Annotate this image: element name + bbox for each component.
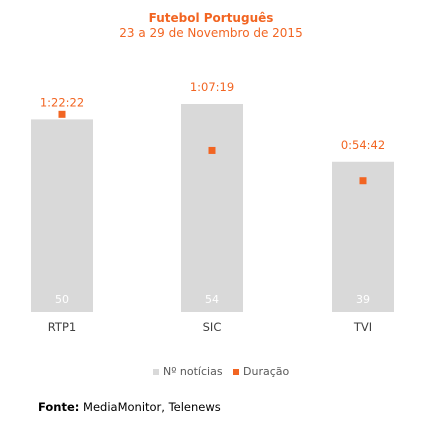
- duration-marker-rtp1: [58, 110, 66, 118]
- legend: Nº notícias Duração: [153, 365, 289, 378]
- bar-tvi: [332, 161, 394, 312]
- bars-layer: 50 RTP1 1:22:22 54 SIC 1:07:19 39 TVI 0:54:42: [31, 80, 394, 334]
- chart-subtitle: 23 a 29 de Novembro de 2015: [119, 26, 302, 40]
- legend-item-noticias-swatch: [153, 369, 159, 375]
- category-label-rtp1: RTP1: [48, 320, 76, 334]
- legend-item-duracao-swatch: [233, 369, 239, 375]
- duration-label-tvi: 0:54:42: [341, 138, 385, 152]
- legend-item-noticias-label: Nº notícias: [163, 365, 223, 378]
- legend-item-duracao-label: Duração: [243, 365, 289, 378]
- bar-value-tvi: 39: [356, 293, 370, 306]
- source-label: Fonte:: [38, 400, 80, 414]
- bar-value-rtp1: 50: [55, 293, 69, 306]
- duration-label-sic: 1:07:19: [190, 80, 234, 94]
- category-label-sic: SIC: [203, 320, 222, 334]
- bar-rtp1: [31, 119, 93, 312]
- chart-title: Futebol Português: [149, 11, 274, 25]
- source-note: Fonte: MediaMonitor, Telenews: [38, 400, 221, 414]
- source-text: MediaMonitor, Telenews: [83, 400, 221, 414]
- category-label-tvi: TVI: [353, 320, 372, 334]
- duration-marker-sic: [208, 146, 216, 154]
- duration-label-rtp1: 1:22:22: [40, 95, 84, 109]
- bar-value-sic: 54: [205, 293, 219, 306]
- duration-marker-tvi: [359, 177, 367, 185]
- bar-sic: [181, 104, 243, 312]
